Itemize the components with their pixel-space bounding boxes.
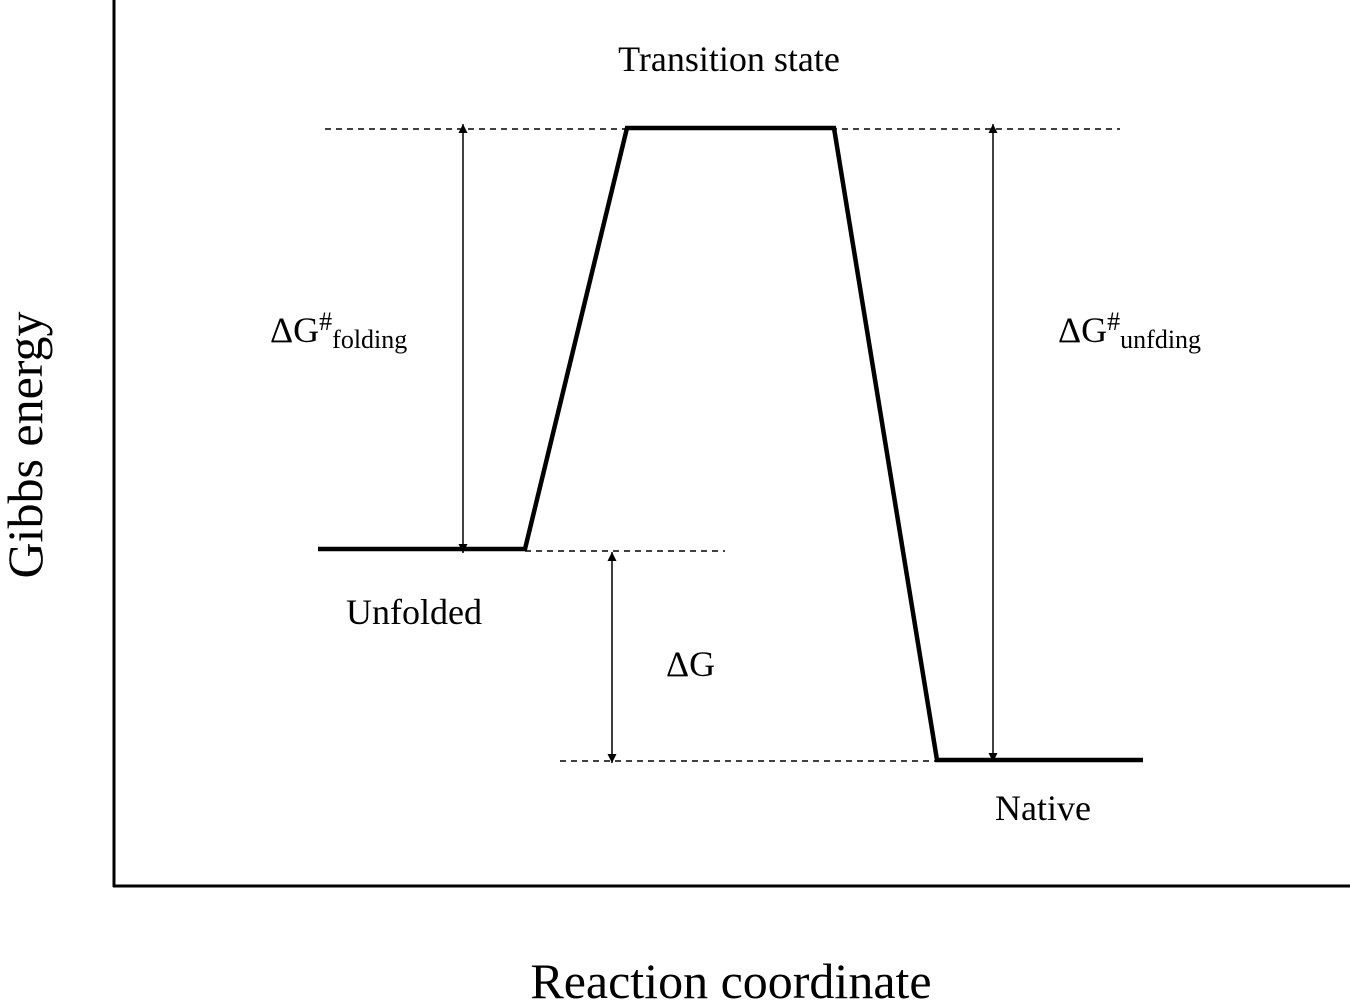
- x-axis-label: Reaction coordinate: [530, 953, 931, 1000]
- unfolding-barrier-superscript: #: [1107, 307, 1120, 336]
- energy-profile-line: [318, 125, 1143, 763]
- delta-g-label: ΔG: [666, 644, 715, 684]
- folding-barrier-subscript: folding: [332, 325, 407, 354]
- folding-barrier-base: ΔG: [270, 310, 319, 350]
- unfolding-barrier-subscript: unfding: [1120, 325, 1201, 354]
- unfolding-barrier-label: ΔG#unfding: [1058, 307, 1201, 354]
- y-axis-label: Gibbs energy: [0, 311, 53, 578]
- transition-state-label: Transition state: [618, 39, 840, 79]
- folding-barrier-label: ΔG#folding: [270, 307, 407, 354]
- folding-barrier-superscript: #: [319, 307, 332, 336]
- unfolded-label: Unfolded: [346, 592, 482, 632]
- native-label: Native: [995, 788, 1091, 828]
- unfolding-barrier-base: ΔG: [1058, 310, 1107, 350]
